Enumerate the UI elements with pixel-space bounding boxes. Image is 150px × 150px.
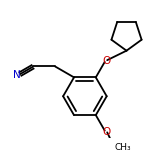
Text: CH₃: CH₃: [115, 142, 131, 150]
Text: O: O: [102, 127, 110, 137]
Text: O: O: [102, 56, 110, 66]
Text: N: N: [13, 70, 21, 80]
